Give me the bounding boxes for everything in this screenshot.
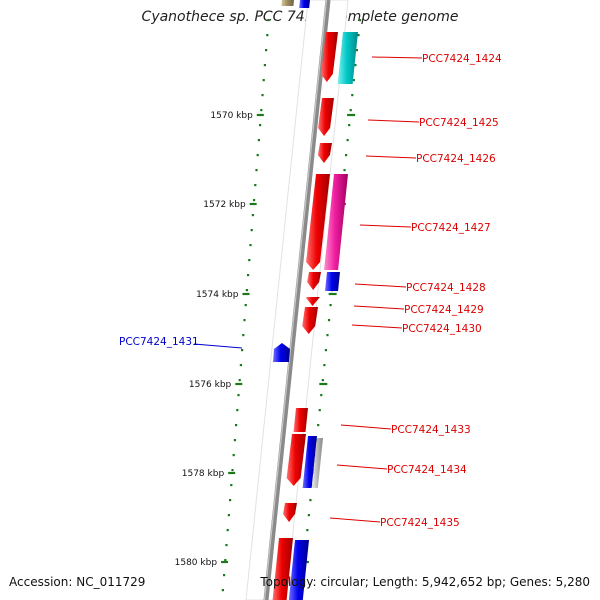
scale-track-dot [328, 319, 330, 321]
gene-feature-blue[interactable] [299, 0, 310, 8]
gene-label-pcc7424_1435[interactable]: PCC7424_1435 [380, 517, 460, 529]
scale-tick-label: 1574 kbp [196, 290, 239, 300]
scale-track-dot [263, 79, 265, 81]
scale-track-dot [249, 244, 251, 246]
scale-track-dot [259, 124, 261, 126]
scale-track-dot [345, 154, 347, 156]
gene-feature-blue[interactable] [325, 272, 340, 291]
scale-track-dot [254, 184, 256, 186]
scale-track-dot [320, 394, 322, 396]
gene-label-pcc7424_1425[interactable]: PCC7424_1425 [419, 117, 499, 129]
gene-label-pcc7424_1427[interactable]: PCC7424_1427 [411, 222, 491, 234]
scale-track-dot [260, 109, 262, 111]
gene-leader-line [368, 120, 419, 122]
scale-track-dot [236, 409, 238, 411]
genome-summary-text: Topology: circular; Length: 5,942,652 bp… [260, 575, 590, 589]
scale-track-dot [258, 139, 260, 141]
gene-label-pcc7424_1429[interactable]: PCC7424_1429 [404, 304, 484, 316]
scale-track-dot [322, 379, 324, 381]
scale-track-dot [239, 379, 241, 381]
scale-track-dot [257, 154, 259, 156]
gene-leader-line [337, 465, 387, 469]
gene-label-pcc7424_1426[interactable]: PCC7424_1426 [416, 153, 496, 165]
gene-leader-line [355, 284, 406, 287]
scale-track-dot [230, 484, 232, 486]
gene-leader-line [194, 344, 242, 348]
scale-track-dot [255, 169, 257, 171]
scale-tick-label: 1570 kbp [210, 111, 253, 121]
gene-leader-line [352, 325, 402, 328]
scale-track-dot [306, 529, 308, 531]
scale-track-dot [237, 394, 239, 396]
scale-track-dot [227, 529, 229, 531]
scale-track-dot [319, 409, 321, 411]
gene-feature-olive[interactable] [281, 0, 294, 6]
scale-track-dot [261, 94, 263, 96]
scale-track-dot [323, 364, 325, 366]
scale-track-dot [229, 499, 231, 501]
gene-feature-forward[interactable] [294, 408, 308, 432]
scale-track-dot [252, 214, 254, 216]
scale-tick-label: 1578 kbp [182, 469, 225, 479]
scale-track-dot [326, 334, 328, 336]
scale-track-dot [308, 514, 310, 516]
scale-track-dot [245, 304, 247, 306]
scale-track-dot [234, 439, 236, 441]
scale-track-dot [240, 364, 242, 366]
gene-leader-line [354, 306, 404, 309]
scale-track-dot [247, 274, 249, 276]
scale-tick-label: 1580 kbp [175, 558, 218, 568]
scale-track-dot [251, 229, 253, 231]
gene-label-pcc7424_1431[interactable]: PCC7424_1431 [119, 336, 199, 348]
scale-track-dot [265, 49, 267, 51]
scale-track-dot [329, 304, 331, 306]
scale-track-dot [350, 109, 352, 111]
scale-tick-label: 1576 kbp [189, 380, 232, 390]
scale-track-dot [359, 19, 361, 21]
scale-track-dot [241, 349, 243, 351]
genome-map[interactable]: 1570 kbp 1572 kbp 1574 kbp 1576 kbp 1578 kbp… [0, 0, 600, 600]
scale-track-dot [253, 199, 255, 201]
scale-track-dot [225, 544, 227, 546]
gene-label-pcc7424_1434[interactable]: PCC7424_1434 [387, 464, 467, 476]
scale-track-dot [266, 34, 268, 36]
accession-text: Accession: NC_011729 [9, 575, 145, 589]
scale-track-dot [325, 349, 327, 351]
gene-leader-line [366, 156, 416, 158]
scale-track-dot [231, 469, 233, 471]
scale-track-dot [267, 19, 269, 21]
scale-track-dot [317, 424, 319, 426]
gene-label-pcc7424_1430[interactable]: PCC7424_1430 [402, 323, 482, 335]
scale-tick-label: 1572 kbp [203, 200, 246, 210]
scale-track-dot [235, 424, 237, 426]
gene-label-pcc7424_1433[interactable]: PCC7424_1433 [391, 424, 471, 436]
scale-track-dot [243, 319, 245, 321]
scale-track-dot [233, 454, 235, 456]
scale-track-dot [246, 289, 248, 291]
scale-track-dot [347, 139, 349, 141]
scale-track-dot [264, 64, 266, 66]
scale-track-dot [222, 589, 224, 591]
scale-track-dot [242, 334, 244, 336]
scale-track-dot [351, 94, 353, 96]
scale-track-dot [223, 574, 225, 576]
gene-leader-line [372, 57, 422, 58]
scale-track-dot [309, 499, 311, 501]
scale-track-dot [228, 514, 230, 516]
scale-track-dot [343, 169, 345, 171]
gene-label-pcc7424_1424[interactable]: PCC7424_1424 [422, 53, 502, 65]
gene-leader-line [360, 225, 411, 227]
gene-leader-line [330, 518, 380, 522]
gene-label-pcc7424_1428[interactable]: PCC7424_1428 [406, 282, 486, 294]
chromosome-backbone [266, 0, 328, 600]
scale-track-dot [224, 559, 226, 561]
scale-track-dot [248, 259, 250, 261]
gene-leader-line [341, 425, 391, 429]
scale-track-dot [348, 124, 350, 126]
